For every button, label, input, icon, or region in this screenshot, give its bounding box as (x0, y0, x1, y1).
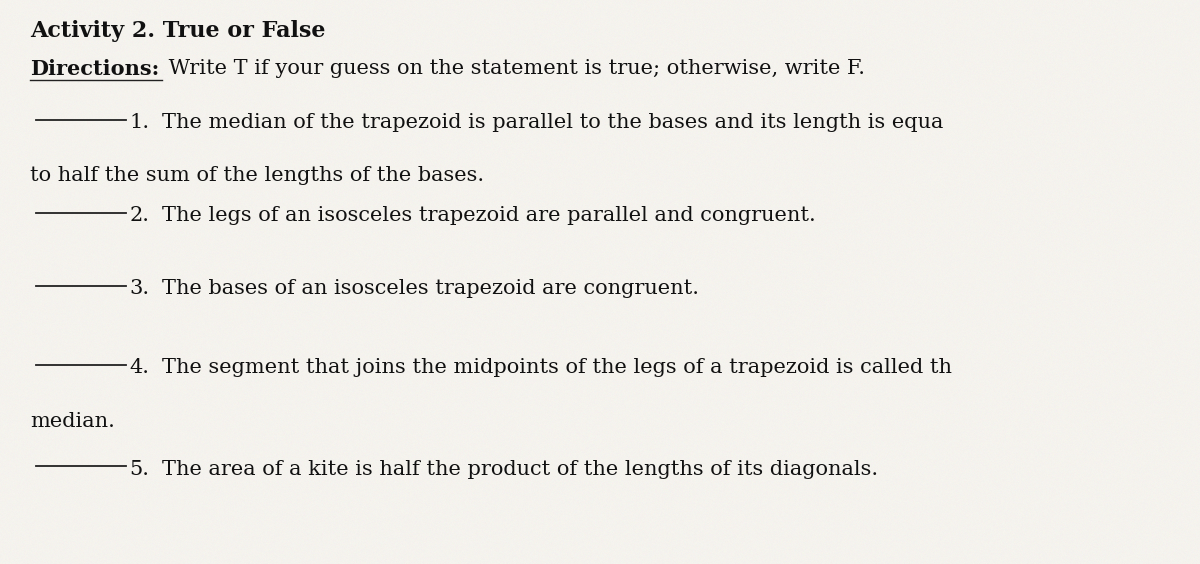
Text: to half the sum of the lengths of the bases.: to half the sum of the lengths of the ba… (30, 166, 484, 186)
Text: The area of a kite is half the product of the lengths of its diagonals.: The area of a kite is half the product o… (162, 460, 878, 479)
Text: The legs of an isosceles trapezoid are parallel and congruent.: The legs of an isosceles trapezoid are p… (162, 206, 816, 225)
Text: The bases of an isosceles trapezoid are congruent.: The bases of an isosceles trapezoid are … (162, 279, 698, 298)
Text: 4.: 4. (130, 358, 150, 377)
Text: 1.: 1. (130, 113, 150, 132)
Text: 5.: 5. (130, 460, 150, 479)
Text: The median of the trapezoid is parallel to the bases and its length is equa: The median of the trapezoid is parallel … (162, 113, 943, 132)
Text: Write T if your guess on the statement is true; otherwise, write F.: Write T if your guess on the statement i… (162, 59, 865, 78)
Text: Activity 2. True or False: Activity 2. True or False (30, 20, 325, 42)
Text: 2.: 2. (130, 206, 150, 225)
Text: median.: median. (30, 412, 115, 431)
Text: The segment that joins the midpoints of the legs of a trapezoid is called th: The segment that joins the midpoints of … (162, 358, 952, 377)
Text: 3.: 3. (130, 279, 150, 298)
Text: Directions:: Directions: (30, 59, 160, 79)
